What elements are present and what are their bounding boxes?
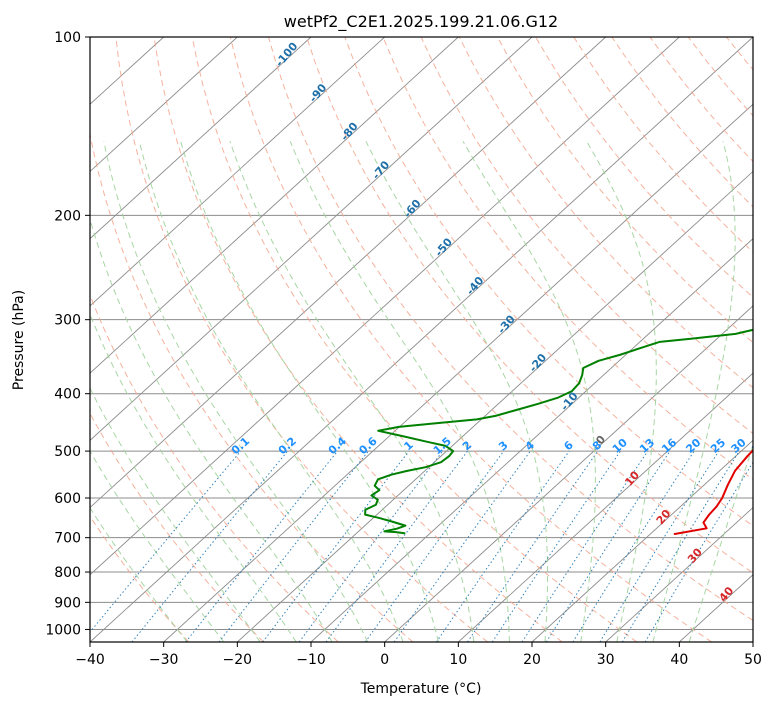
isotherm-gridline (90, 37, 238, 173)
dry-adiabat-line (115, 37, 488, 642)
x-tick-label: 50 (744, 652, 762, 668)
y-tick-label: 300 (54, 313, 81, 329)
mixing-ratio-line (325, 450, 468, 642)
sounding-series-layer (364, 328, 753, 535)
y-tick-label: 1000 (45, 622, 81, 638)
x-tick-label: −30 (149, 652, 179, 668)
moist-adiabat-line (289, 141, 510, 642)
dry-adiabat-line (535, 37, 753, 298)
x-axis-title: Temperature (°C) (360, 681, 482, 697)
dry-adiabat-line (306, 37, 753, 574)
isotherm-gridline (237, 170, 753, 642)
plot-frame (89, 36, 754, 643)
dry-adiabat-line (344, 37, 753, 527)
moist-adiabat-line (180, 141, 439, 642)
y-tick-label: 600 (54, 491, 81, 507)
isotherm-gridline (163, 103, 753, 642)
x-tick-label: 0 (380, 652, 389, 668)
isotherm-gridline (90, 37, 459, 374)
isotherm-gridline (90, 37, 385, 307)
dry-adiabat-line (191, 37, 638, 642)
mixing-ratio-line (491, 450, 621, 642)
temperature-profile-line (673, 448, 753, 535)
isotherm-gridline (90, 37, 533, 441)
moist-adiabats-layer (90, 141, 753, 642)
dewpoint-profile-line (364, 328, 753, 535)
x-tick-label: 10 (449, 652, 467, 668)
y-tick-label: 900 (54, 595, 81, 611)
isotherm-gridline (531, 439, 753, 642)
mixing-ratio-line (262, 450, 410, 642)
mixing-ratio-line (131, 450, 288, 642)
moist-adiabat-line (90, 217, 333, 642)
moist-adiabat-line (586, 141, 657, 642)
isotherm-gridline (384, 305, 753, 642)
moist-adiabat-line (138, 141, 404, 642)
y-tick-label: 800 (54, 565, 81, 581)
mixing-ratio-line (185, 450, 338, 642)
moist-adiabat-line (652, 141, 736, 642)
moist-adiabat-line (229, 141, 475, 642)
isotherm-gridline (605, 506, 753, 642)
mixing-ratio-line (364, 450, 505, 642)
y-tick-label: 200 (54, 208, 81, 224)
mixing-ratio-line (393, 450, 531, 642)
dry-adiabat-line (229, 37, 712, 642)
dry-adiabat-line (153, 37, 563, 642)
isotherm-gridline (90, 37, 606, 509)
isotherm-gridline (458, 372, 753, 642)
mixing-ratio-line (621, 450, 740, 642)
y-tick-label: 700 (54, 531, 81, 547)
x-tick-label: 20 (523, 652, 541, 668)
y-tick-label: 400 (54, 387, 81, 403)
dry-adiabat-line (268, 37, 753, 622)
x-tick-label: 30 (597, 652, 615, 668)
moist-adiabat-line (103, 141, 369, 642)
mixing-ratio-line (572, 450, 695, 642)
dry-adiabat-line (90, 515, 190, 642)
chart-title: wetPf2_C2E1.2025.199.21.06.G12 (284, 12, 558, 32)
moist-adiabat-line (365, 141, 549, 642)
moist-adiabat-line (688, 443, 753, 642)
moist-adiabat-line (90, 313, 297, 642)
mixing-ratio-layer (90, 450, 753, 642)
mixing-ratio-line (467, 450, 599, 642)
moist-adiabat-line (90, 506, 188, 642)
y-tick-label: 100 (54, 30, 81, 46)
mixing-ratio-line (298, 450, 444, 642)
isotherm-gridline (90, 37, 312, 240)
isotherm-gridline (310, 238, 753, 642)
x-tick-label: −10 (296, 652, 326, 668)
dry-adiabat-line (497, 37, 753, 344)
isotherm-gridline (90, 37, 680, 576)
y-tick-label: 500 (54, 444, 81, 460)
x-tick-label: −20 (223, 652, 253, 668)
y-axis-title: Pressure (hPa) (11, 290, 27, 390)
axis-ticks-layer: −40 −30 −20 −10 0 10 20 30 40 50 1000 900 800 700 600 5… (45, 30, 762, 668)
mixing-ratio-line (436, 450, 570, 642)
dry-adiabat-line (90, 131, 414, 642)
dry-adiabat-line (90, 412, 264, 642)
isotherm-gridline (90, 37, 753, 642)
x-tick-label: 40 (670, 652, 688, 668)
mixing-ratio-line (545, 450, 671, 642)
mixing-ratio-line (90, 450, 242, 633)
moist-adiabat-line (462, 141, 596, 642)
mixing-ratio-label: 36 (749, 436, 769, 456)
mixing-ratio-line (521, 450, 649, 642)
x-tick-label: −40 (75, 652, 105, 668)
